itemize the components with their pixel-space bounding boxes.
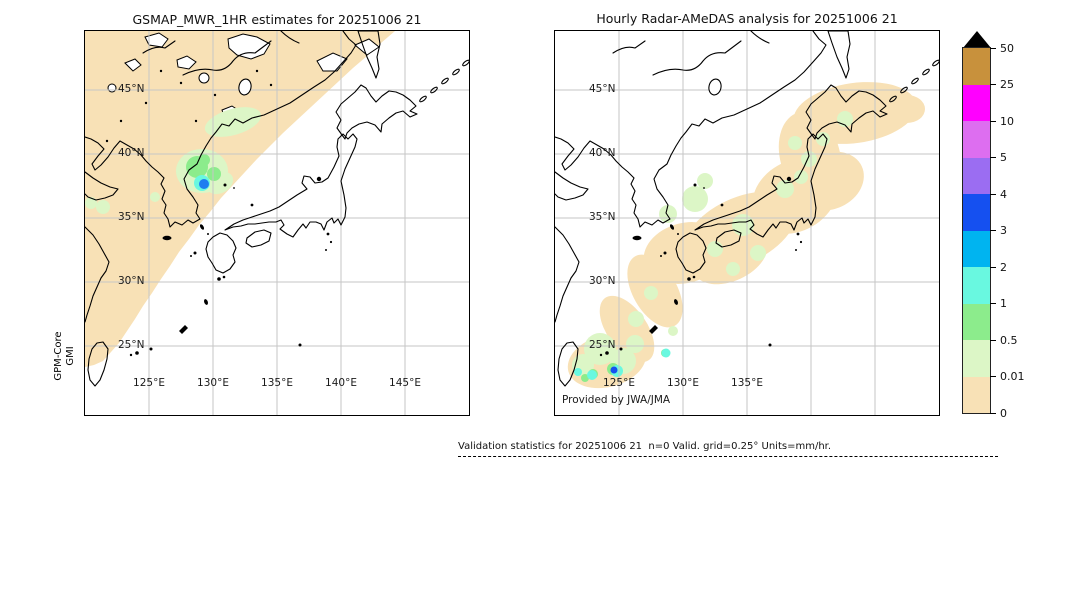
colorbar-tick-label: 2 bbox=[1000, 260, 1007, 274]
colorbar-tick-label: 10 bbox=[1000, 114, 1014, 128]
gsmap-map-panel: 45°N 40°N 35°N 30°N 25°N 125°E 130°E 135… bbox=[84, 30, 470, 416]
radar-map-panel: 45°N 40°N 35°N 30°N 25°N 125°E 130°E 135… bbox=[554, 30, 940, 416]
colorbar-segment bbox=[963, 84, 990, 121]
colorbar-tick bbox=[990, 412, 996, 414]
colorbar-tick-label: 5 bbox=[1000, 151, 1007, 164]
colorbar-tick bbox=[990, 120, 996, 122]
lat-label: 40°N bbox=[118, 147, 145, 159]
lat-label: 25°N bbox=[589, 339, 616, 351]
instrument-line1: GPM-Core bbox=[53, 331, 64, 381]
colorbar-tick-label: 1 bbox=[1000, 297, 1007, 310]
lon-label: 125°E bbox=[133, 377, 165, 389]
colorbar-segment bbox=[963, 303, 990, 340]
colorbar-tick bbox=[990, 193, 996, 195]
radar-precip-cells bbox=[572, 111, 853, 382]
colorbar-tick bbox=[990, 266, 996, 268]
colorbar-tick bbox=[990, 47, 996, 49]
colorbar-tick-label: 50 bbox=[1000, 41, 1014, 55]
colorbar-tick bbox=[990, 376, 996, 377]
gsmap-panel-title: GSMAP_MWR_1HR estimates for 20251006 21 bbox=[132, 12, 422, 27]
radar-panel-title: Hourly Radar-AMeDAS analysis for 2025100… bbox=[596, 11, 898, 26]
colorbar-ticks: 50 25 10 5 4 3 2 1 0.5 0.01 0 bbox=[990, 42, 1050, 420]
colorbar-overflow-triangle-icon bbox=[963, 31, 991, 48]
lon-label: 125°E bbox=[603, 377, 635, 389]
swath-no-data-cutouts bbox=[107, 32, 380, 122]
lat-label: 35°N bbox=[118, 211, 145, 223]
colorbar-tick-label: 3 bbox=[1000, 224, 1007, 237]
data-provider-credit: Provided by JWA/JMA bbox=[562, 394, 671, 406]
colorbar-segment bbox=[963, 340, 990, 377]
colorbar-tick bbox=[990, 230, 996, 231]
instrument-line2: GMI bbox=[65, 346, 76, 366]
gsmap-map-graphic bbox=[85, 31, 469, 415]
lon-label: 130°E bbox=[667, 377, 699, 389]
lat-label: 30°N bbox=[118, 275, 145, 287]
radar-map-graphic bbox=[555, 31, 939, 415]
colorbar-tick-label: 0 bbox=[1000, 406, 1007, 420]
lat-label: 45°N bbox=[118, 83, 145, 95]
colorbar-segment bbox=[963, 194, 990, 231]
lat-label: 30°N bbox=[589, 275, 616, 287]
colorbar-tick bbox=[990, 339, 996, 341]
satellite-swath bbox=[85, 31, 395, 367]
validation-note: Validation statistics for 20251006 21 n=… bbox=[458, 441, 998, 457]
lat-label: 25°N bbox=[118, 339, 145, 351]
lon-label: 130°E bbox=[197, 377, 229, 389]
colorbar-segment bbox=[963, 230, 990, 267]
lat-label: 40°N bbox=[589, 147, 616, 159]
colorbar-tick-label: 0.5 bbox=[1000, 333, 1018, 347]
colorbar-tick bbox=[990, 84, 996, 85]
colorbar-tick bbox=[990, 303, 996, 304]
colorbar-tick-label: 25 bbox=[1000, 78, 1014, 91]
colorbar-segment bbox=[963, 267, 990, 304]
colorbar-segment bbox=[963, 48, 990, 85]
lon-label: 135°E bbox=[731, 377, 763, 389]
colorbar-tick bbox=[990, 157, 996, 158]
lat-label: 35°N bbox=[589, 211, 616, 223]
lon-label: 135°E bbox=[261, 377, 293, 389]
lon-label: 140°E bbox=[325, 377, 357, 389]
colorbar-tick-label: 0.01 bbox=[1000, 370, 1025, 383]
lat-label: 45°N bbox=[589, 83, 616, 95]
colorbar-segment bbox=[963, 157, 990, 194]
colorbar-segment bbox=[963, 121, 990, 158]
colorbar-segment bbox=[963, 376, 990, 413]
swath-land-specks bbox=[105, 69, 273, 143]
colorbar bbox=[962, 47, 991, 414]
colorbar-tick-label: 4 bbox=[1000, 187, 1007, 201]
lon-label: 145°E bbox=[389, 377, 421, 389]
satellite-instrument-label: GPM-Core GMI bbox=[53, 326, 87, 386]
